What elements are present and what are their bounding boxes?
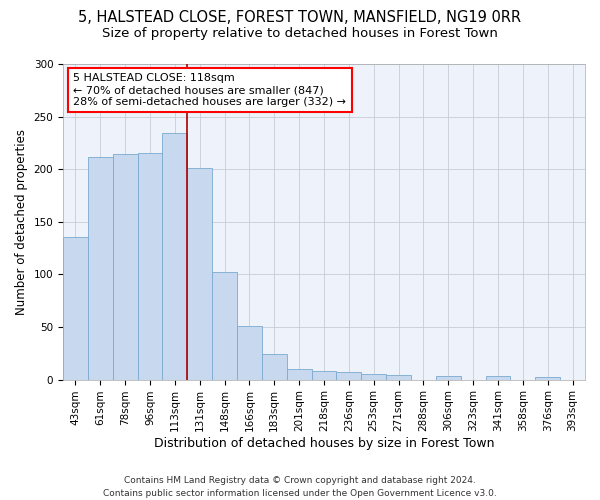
- Text: 5 HALSTEAD CLOSE: 118sqm
← 70% of detached houses are smaller (847)
28% of semi-: 5 HALSTEAD CLOSE: 118sqm ← 70% of detach…: [73, 74, 346, 106]
- Bar: [63, 236, 88, 380]
- Bar: [163, 134, 187, 380]
- Bar: [237, 326, 262, 380]
- Bar: [535, 378, 560, 380]
- Bar: [262, 354, 287, 380]
- Y-axis label: Number of detached properties: Number of detached properties: [15, 129, 28, 315]
- Bar: [311, 371, 337, 380]
- Bar: [113, 154, 137, 380]
- Bar: [361, 374, 386, 380]
- Bar: [386, 376, 411, 380]
- Text: Size of property relative to detached houses in Forest Town: Size of property relative to detached ho…: [102, 28, 498, 40]
- Bar: [485, 376, 511, 380]
- Bar: [436, 376, 461, 380]
- X-axis label: Distribution of detached houses by size in Forest Town: Distribution of detached houses by size …: [154, 437, 494, 450]
- Text: 5, HALSTEAD CLOSE, FOREST TOWN, MANSFIELD, NG19 0RR: 5, HALSTEAD CLOSE, FOREST TOWN, MANSFIEL…: [79, 10, 521, 25]
- Bar: [187, 168, 212, 380]
- Bar: [137, 154, 163, 380]
- Bar: [88, 156, 113, 380]
- Bar: [212, 272, 237, 380]
- Bar: [337, 372, 361, 380]
- Bar: [287, 369, 311, 380]
- Text: Contains HM Land Registry data © Crown copyright and database right 2024.
Contai: Contains HM Land Registry data © Crown c…: [103, 476, 497, 498]
